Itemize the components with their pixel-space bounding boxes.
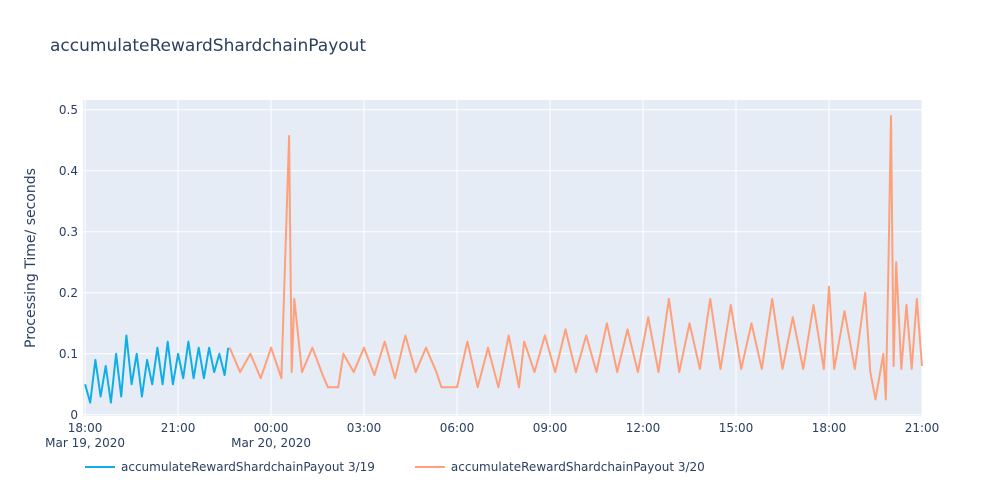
y-tick-label: 0.1 <box>59 347 78 361</box>
x-tick-label: 21:00 <box>905 421 940 435</box>
x-tick-date-label: Mar 20, 2020 <box>231 436 311 450</box>
x-tick-label: 12:00 <box>626 421 661 435</box>
x-tick-label: 06:00 <box>440 421 475 435</box>
x-tick-label: 21:00 <box>161 421 196 435</box>
chart-title: accumulateRewardShardchainPayout <box>50 36 366 56</box>
y-axis-title: Processing Time/ seconds <box>23 168 39 348</box>
legend-label: accumulateRewardShardchainPayout 3/20 <box>451 460 705 474</box>
x-tick-label: 18:00 <box>68 421 103 435</box>
x-tick-label: 15:00 <box>719 421 754 435</box>
x-tick-label: 00:00 <box>254 421 289 435</box>
x-tick-date-label: Mar 19, 2020 <box>45 436 125 450</box>
y-tick-label: 0.2 <box>59 286 78 300</box>
x-tick-label: 03:00 <box>347 421 382 435</box>
y-tick-label: 0.5 <box>59 103 78 117</box>
x-tick-label: 09:00 <box>533 421 568 435</box>
y-tick-label: 0.3 <box>59 225 78 239</box>
series-line <box>228 114 923 401</box>
x-tick-label: 18:00 <box>812 421 847 435</box>
series-line <box>84 334 230 404</box>
legend-label: accumulateRewardShardchainPayout 3/19 <box>121 460 375 474</box>
y-tick-label: 0 <box>70 408 78 422</box>
y-tick-label: 0.4 <box>59 164 78 178</box>
